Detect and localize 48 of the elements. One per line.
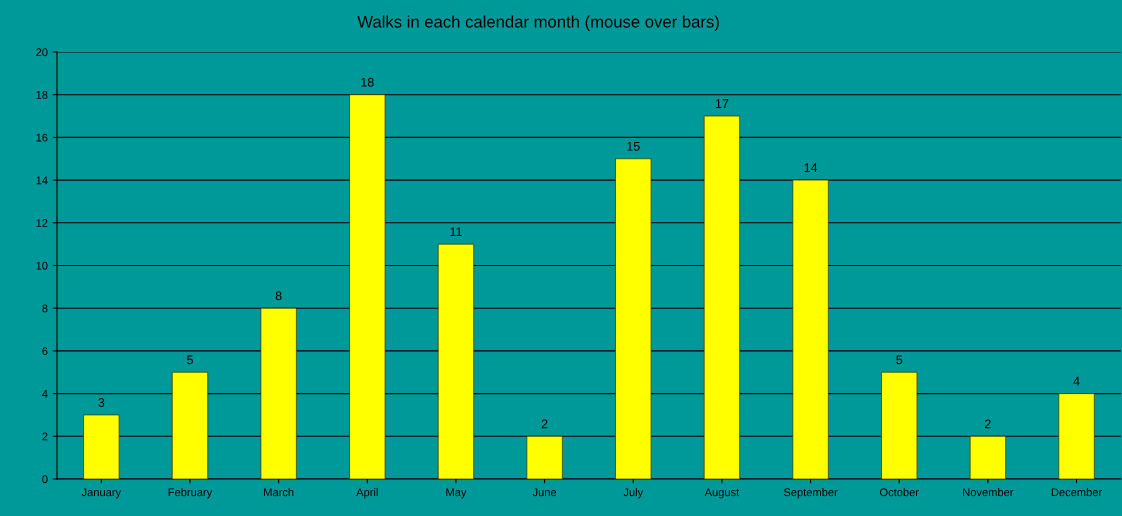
data-label: 11 xyxy=(450,227,462,236)
x-tick-label: February xyxy=(168,488,213,499)
data-label: 15 xyxy=(627,142,640,151)
x-tick-label: June xyxy=(532,488,557,497)
bar xyxy=(1058,393,1095,479)
bar xyxy=(703,115,741,479)
x-tick-label: December xyxy=(1051,488,1102,497)
data-label: 2 xyxy=(985,419,991,429)
x-tick-label: January xyxy=(81,488,122,499)
data-label: 3 xyxy=(98,398,105,407)
bar xyxy=(881,371,918,479)
bar xyxy=(260,307,297,479)
x-tick-label: November xyxy=(963,488,1014,497)
y-tick-label: 4 xyxy=(42,389,48,398)
bar xyxy=(437,243,475,479)
bar xyxy=(969,435,1006,479)
y-tick-label: 8 xyxy=(42,304,48,313)
x-tick-label: August xyxy=(704,488,740,499)
bar xyxy=(349,94,386,479)
x-tick-label: May xyxy=(446,488,467,499)
x-tick-label: March xyxy=(264,488,294,497)
data-label: 5 xyxy=(187,355,193,365)
x-tick-label: October xyxy=(880,488,919,497)
bar xyxy=(792,179,829,479)
data-label: 18 xyxy=(361,77,374,87)
data-label: 5 xyxy=(896,355,903,365)
bar xyxy=(171,371,209,479)
bar xyxy=(526,435,563,479)
y-tick-label: 0 xyxy=(42,475,48,484)
y-tick-label: 12 xyxy=(36,219,48,227)
data-label: 4 xyxy=(1073,376,1080,386)
y-tick-label: 6 xyxy=(42,347,48,356)
bar xyxy=(83,414,120,479)
data-label: 14 xyxy=(804,163,818,172)
y-tick-label: 16 xyxy=(36,133,48,142)
data-label: 8 xyxy=(275,291,282,301)
bar xyxy=(615,158,652,479)
data-label: 2 xyxy=(541,419,548,429)
data-label: 17 xyxy=(715,99,729,108)
x-tick-label: April xyxy=(356,488,378,499)
y-tick-label: 18 xyxy=(36,90,48,99)
x-tick-label: July xyxy=(623,488,644,499)
y-tick-label: 20 xyxy=(36,48,48,57)
chart-title: Walks in each calendar month (mouse over bars) xyxy=(357,15,719,31)
y-tick-label: 14 xyxy=(36,176,48,185)
x-tick-label: September xyxy=(783,488,838,499)
y-tick-label: 10 xyxy=(36,261,48,270)
y-tick-label: 2 xyxy=(42,432,48,441)
